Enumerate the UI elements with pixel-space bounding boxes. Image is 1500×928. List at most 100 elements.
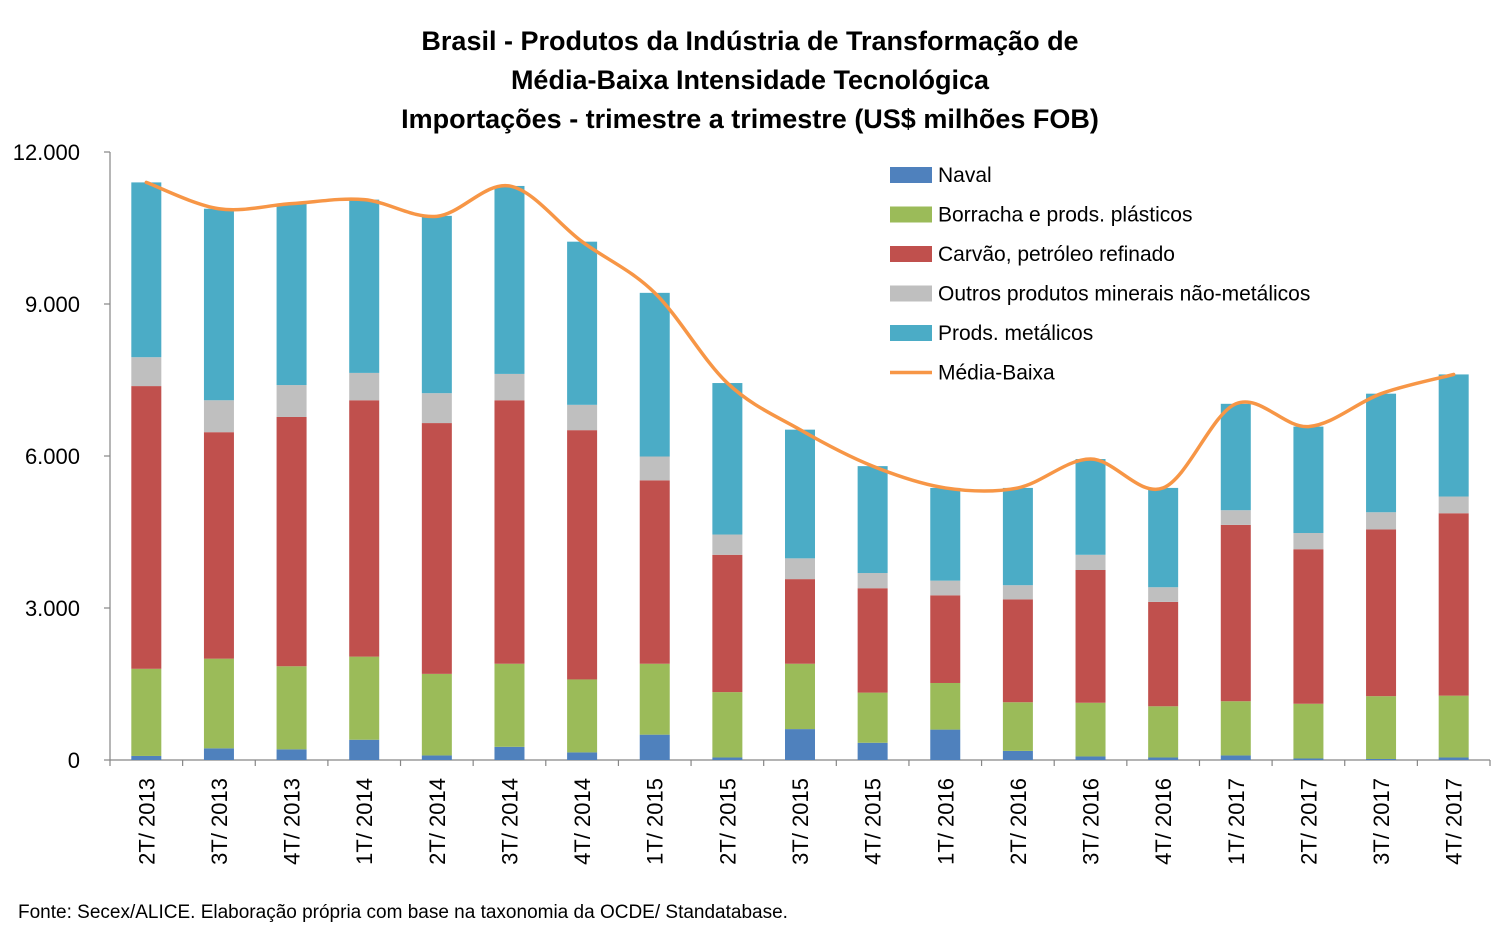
bar-segment-metalicos [930, 487, 961, 581]
bar-segment-naval [494, 746, 525, 760]
chart-title: Brasil - Produtos da Indústria de Transf… [0, 22, 1500, 139]
bar-stack [857, 466, 888, 760]
bar-segment-naval [1438, 757, 1469, 760]
x-tick-label: 1T/ 2017 [1224, 778, 1249, 865]
bar-segment-carvao [1293, 549, 1324, 704]
axes: 0 3.000 6.000 9.000 12.000 [13, 140, 1491, 773]
bar-segment-metalicos [276, 203, 307, 386]
bar-stack [131, 182, 162, 760]
x-tick-label: 2T/ 2015 [715, 778, 740, 865]
bar-segment-carvao [131, 386, 162, 669]
bar-stack [276, 203, 307, 760]
x-tick-label: 3T/ 2016 [1079, 778, 1104, 865]
bar-segment-outros [930, 580, 961, 596]
legend-item-borracha: Borracha e prods. plásticos [890, 204, 1192, 227]
bar-segment-carvao [421, 423, 452, 674]
bar-segment-borracha [639, 663, 670, 735]
bar-segment-metalicos [1366, 393, 1397, 513]
legend-label: Borracha e prods. plásticos [938, 204, 1192, 227]
bar-stack [1438, 374, 1469, 760]
y-tick-label: 0 [68, 748, 80, 773]
bar-stack [1002, 487, 1033, 760]
bar-stack [930, 487, 961, 760]
source-note: Fonte: Secex/ALICE. Elaboração própria c… [18, 902, 788, 923]
bar-segment-borracha [930, 682, 961, 730]
bar-segment-borracha [131, 668, 162, 756]
bar-segment-naval [421, 755, 452, 760]
bar-segment-carvao [1220, 524, 1251, 702]
y-tick-label: 12.000 [13, 140, 80, 165]
bar-segment-outros [1075, 554, 1106, 570]
bar-segment-metalicos [639, 292, 670, 457]
bar-stack [1293, 426, 1324, 760]
legend-swatch [890, 246, 932, 262]
y-tick-label: 9.000 [25, 292, 80, 317]
bar-segment-carvao [1438, 513, 1469, 696]
bar-segment-metalicos [421, 215, 452, 394]
bar-segment-borracha [349, 656, 380, 740]
bar-segment-outros [1148, 587, 1179, 602]
bar-segment-carvao [203, 432, 234, 659]
bar-segment-carvao [494, 400, 525, 664]
bar-segment-borracha [1438, 695, 1469, 758]
bar-segment-naval [785, 729, 815, 760]
bar-segment-borracha [857, 692, 888, 743]
x-tick-label: 3T/ 2017 [1369, 778, 1394, 865]
x-tick-label: 4T/ 2016 [1151, 778, 1176, 865]
bar-segment-naval [131, 755, 162, 760]
bar-segment-borracha [712, 692, 743, 758]
bar-segment-outros [712, 534, 743, 555]
legend-label: Naval [938, 164, 992, 187]
chart-title-line-2: Média-Baixa Intensidade Tecnológica [510, 65, 990, 95]
legend-swatch [890, 206, 932, 223]
x-tick-label: 3T/ 2013 [207, 778, 232, 865]
legend-label: Média-Baixa [938, 362, 1055, 385]
bar-segment-borracha [1220, 701, 1251, 756]
legend-item-outros: Outros produtos minerais não-metálicos [890, 283, 1310, 306]
bar-segment-outros [131, 357, 162, 387]
bar-segment-carvao [567, 430, 598, 680]
bar-segment-naval [349, 739, 380, 760]
bar-segment-carvao [857, 588, 888, 693]
bar-segment-outros [1220, 510, 1251, 525]
legend-swatch [890, 285, 932, 302]
bar-segment-naval [857, 742, 888, 760]
x-tick-label: 4T/ 2017 [1442, 778, 1467, 865]
x-tick-label: 1T/ 2016 [933, 778, 958, 865]
x-tick-labels: 2T/ 2013 3T/ 2013 4T/ 2013 1T/ 2014 2T/ 2014… [134, 778, 1466, 865]
x-tick-label: 4T/ 2014 [570, 778, 595, 865]
bar-segment-naval [203, 748, 234, 760]
bar-stack [785, 429, 815, 760]
bar-stack [712, 383, 743, 760]
x-tick-label: 4T/ 2013 [280, 778, 305, 865]
bar-segment-carvao [276, 416, 307, 667]
bar-segment-metalicos [712, 383, 743, 535]
bar-segment-metalicos [567, 241, 598, 405]
bar-segment-outros [1293, 533, 1324, 550]
y-tick-label: 3.000 [25, 596, 80, 621]
bar-segment-metalicos [1220, 403, 1251, 511]
bar-segment-outros [421, 393, 452, 424]
bar-segment-borracha [494, 663, 525, 747]
bar-segment-metalicos [131, 182, 162, 358]
bar-segment-borracha [1366, 696, 1397, 759]
bar-segment-carvao [930, 595, 961, 683]
bar-segment-outros [857, 573, 888, 589]
bar-stack [1220, 403, 1251, 760]
bar-segment-metalicos [349, 199, 380, 373]
legend-label: Prods. metálicos [938, 322, 1093, 345]
bar-segment-carvao [1366, 529, 1397, 697]
legend-item-carvao: Carvão, petróleo refinado [890, 243, 1175, 266]
chart-title-line-1: Brasil - Produtos da Indústria de Transf… [421, 26, 1079, 56]
legend-item-metalicos: Prods. metálicos [890, 322, 1093, 345]
bar-stack [1148, 487, 1179, 760]
bar-segment-outros [276, 385, 307, 417]
bar-segment-carvao [349, 400, 380, 657]
bar-segment-metalicos [1148, 487, 1179, 588]
bar-segment-carvao [1148, 601, 1179, 707]
legend-swatch [890, 325, 932, 341]
bar-segment-carvao [1002, 599, 1033, 703]
x-tick-label: 3T/ 2015 [788, 778, 813, 865]
bar-segment-borracha [276, 666, 307, 750]
